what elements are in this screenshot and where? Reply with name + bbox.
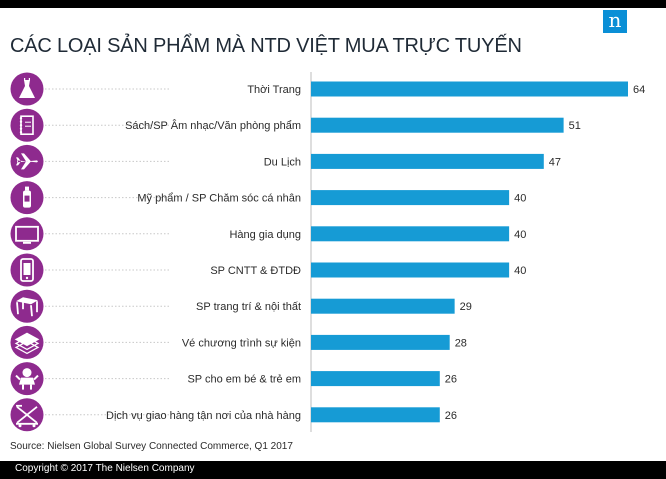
value-label: 29 [460,301,472,313]
value-label: 51 [569,120,581,132]
delivery-cart-icon [10,398,44,432]
baby-icon [10,362,44,396]
category-label: Dịch vụ giao hàng tận nơi của nhà hàng [106,410,301,422]
value-label: 26 [445,374,457,386]
chart-title: CÁC LOẠI SẢN PHẨM MÀ NTD VIỆT MUA TRỰC T… [10,35,522,57]
bar [311,262,510,278]
bar [311,226,510,242]
bar [311,407,440,423]
value-label: 26 [445,410,457,422]
value-label: 40 [514,265,526,277]
bar-chart: Thời Trang 64 Sách/SP Âm nhạc/Văn phòng ph… [10,72,645,432]
category-label: Sách/SP Âm nhạc/Văn phòng phẩm [125,119,301,132]
category-label: SP trang trí & nội thất [196,301,301,313]
nielsen-logo-icon: n [603,10,627,33]
tv-icon [10,217,44,251]
bar [311,117,564,133]
value-label: 47 [549,156,561,168]
value-label: 28 [455,337,467,349]
value-label: 40 [514,193,526,205]
bar [311,81,628,97]
dress-icon [10,72,44,106]
value-label: 64 [633,84,645,96]
tickets-icon [10,325,44,359]
bar [311,371,440,387]
copyright-text: Copyright © 2017 The Nielsen Company [15,463,195,474]
airplane-icon [10,144,44,178]
category-label: Thời Trang [247,84,301,96]
bar [311,153,544,169]
smartphone-icon [10,253,44,287]
table-icon [10,289,44,323]
bar [311,298,455,314]
category-label: Hàng gia dụng [229,229,301,241]
bar [311,190,510,206]
notebook-icon [10,108,44,142]
top-bar [0,0,666,8]
source-note: Source: Nielsen Global Survey Connected … [10,441,293,452]
value-label: 40 [514,229,526,241]
category-label: SP cho em bé & trẻ em [187,374,301,386]
category-label: SP CNTT & ĐTDĐ [210,265,301,277]
category-label: Vé chương trình sự kiện [182,337,301,349]
cosmetics-bottle-icon [10,181,44,215]
bar [311,334,450,350]
category-label: Mỹ phẩm / SP Chăm sóc cá nhân [137,193,301,205]
footer-bar: Copyright © 2017 The Nielsen Company [0,461,666,479]
category-label: Du Lịch [264,156,301,168]
